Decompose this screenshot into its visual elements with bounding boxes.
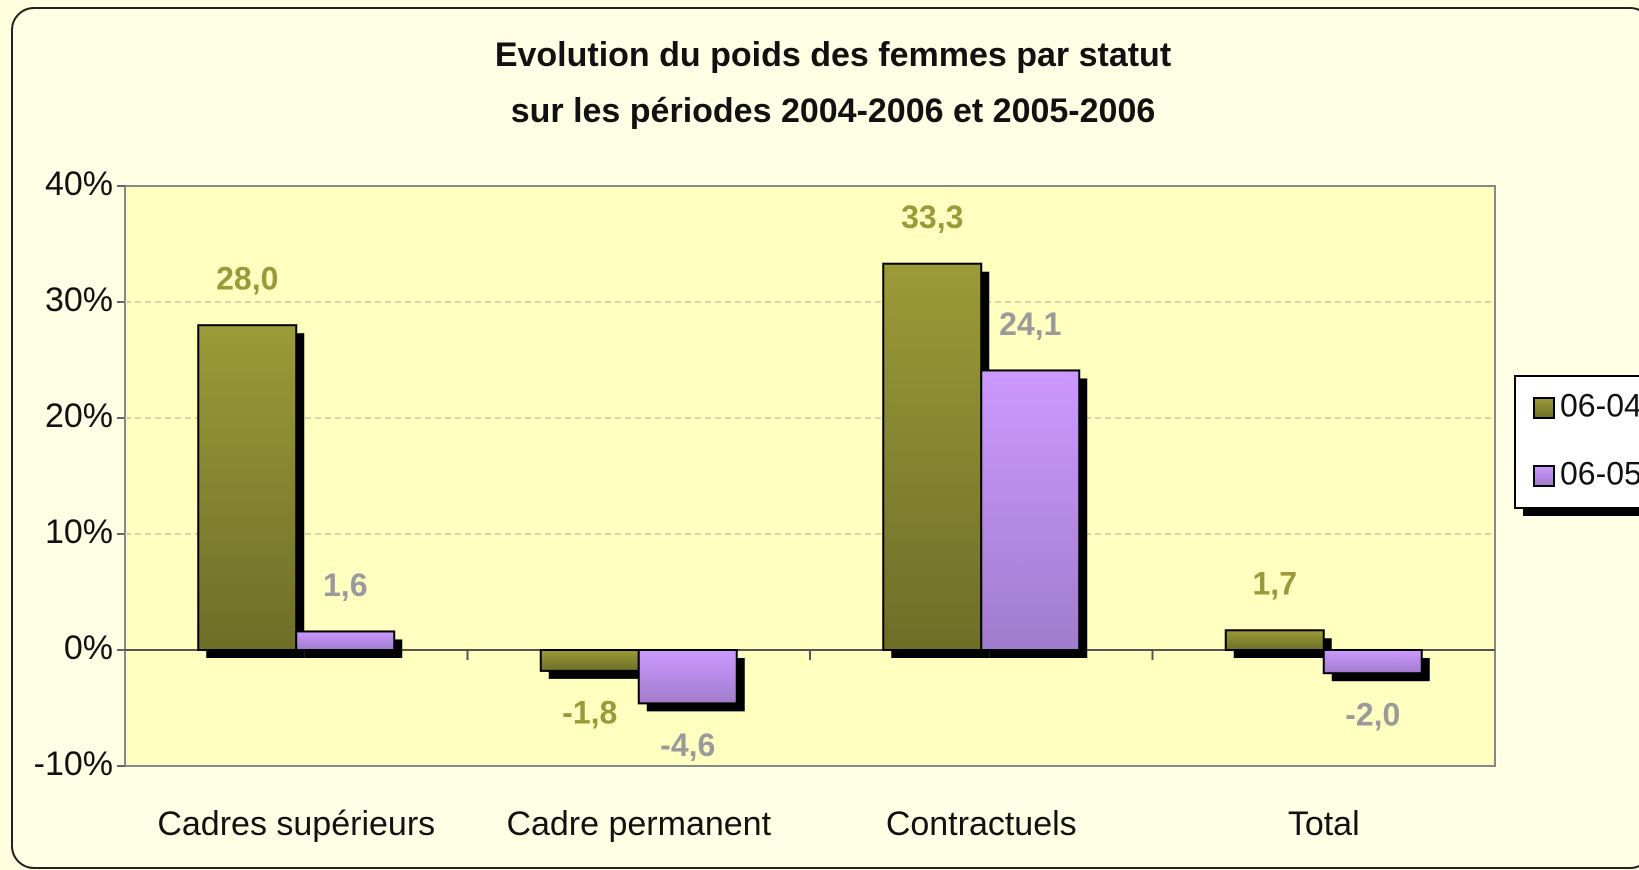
y-tick-label: -10% [34, 745, 113, 783]
chart-layer: Evolution du poids des femmes par statut… [34, 36, 1639, 843]
x-tick-label: Cadres supérieurs [157, 805, 435, 843]
x-tick-label: Contractuels [886, 805, 1077, 843]
y-tick-label: 10% [45, 513, 113, 551]
bar [1224, 629, 1325, 652]
bar [1322, 649, 1423, 675]
legend-swatch [1533, 397, 1555, 419]
x-tick-label: Total [1288, 805, 1360, 843]
data-label: -1,8 [562, 694, 617, 730]
data-label: 28,0 [216, 261, 278, 297]
bar [539, 649, 640, 672]
data-label: 1,7 [1253, 566, 1297, 602]
bar [197, 324, 298, 651]
data-label: 33,3 [901, 199, 963, 235]
bar [637, 649, 738, 705]
bar [295, 630, 396, 652]
legend-label: 06-05 [1560, 455, 1639, 491]
legend-swatch [1533, 465, 1555, 487]
y-tick-label: 0% [64, 629, 113, 667]
chart-title: sur les périodes 2004-2006 et 2005-2006 [511, 92, 1156, 130]
data-label: -2,0 [1345, 697, 1400, 733]
y-tick-label: 30% [45, 281, 113, 319]
y-tick-label: 20% [45, 397, 113, 435]
data-label: 24,1 [999, 306, 1061, 342]
legend-label: 06-04 [1560, 387, 1639, 423]
bar [980, 369, 1081, 651]
chart-title: Evolution du poids des femmes par statut [495, 36, 1171, 74]
x-tick-label: Cadre permanent [506, 805, 771, 843]
plot-area [124, 185, 1496, 767]
data-label: 1,6 [323, 567, 367, 603]
y-tick-label: 40% [45, 165, 113, 203]
bar [882, 262, 983, 651]
data-label: -4,6 [660, 727, 715, 763]
